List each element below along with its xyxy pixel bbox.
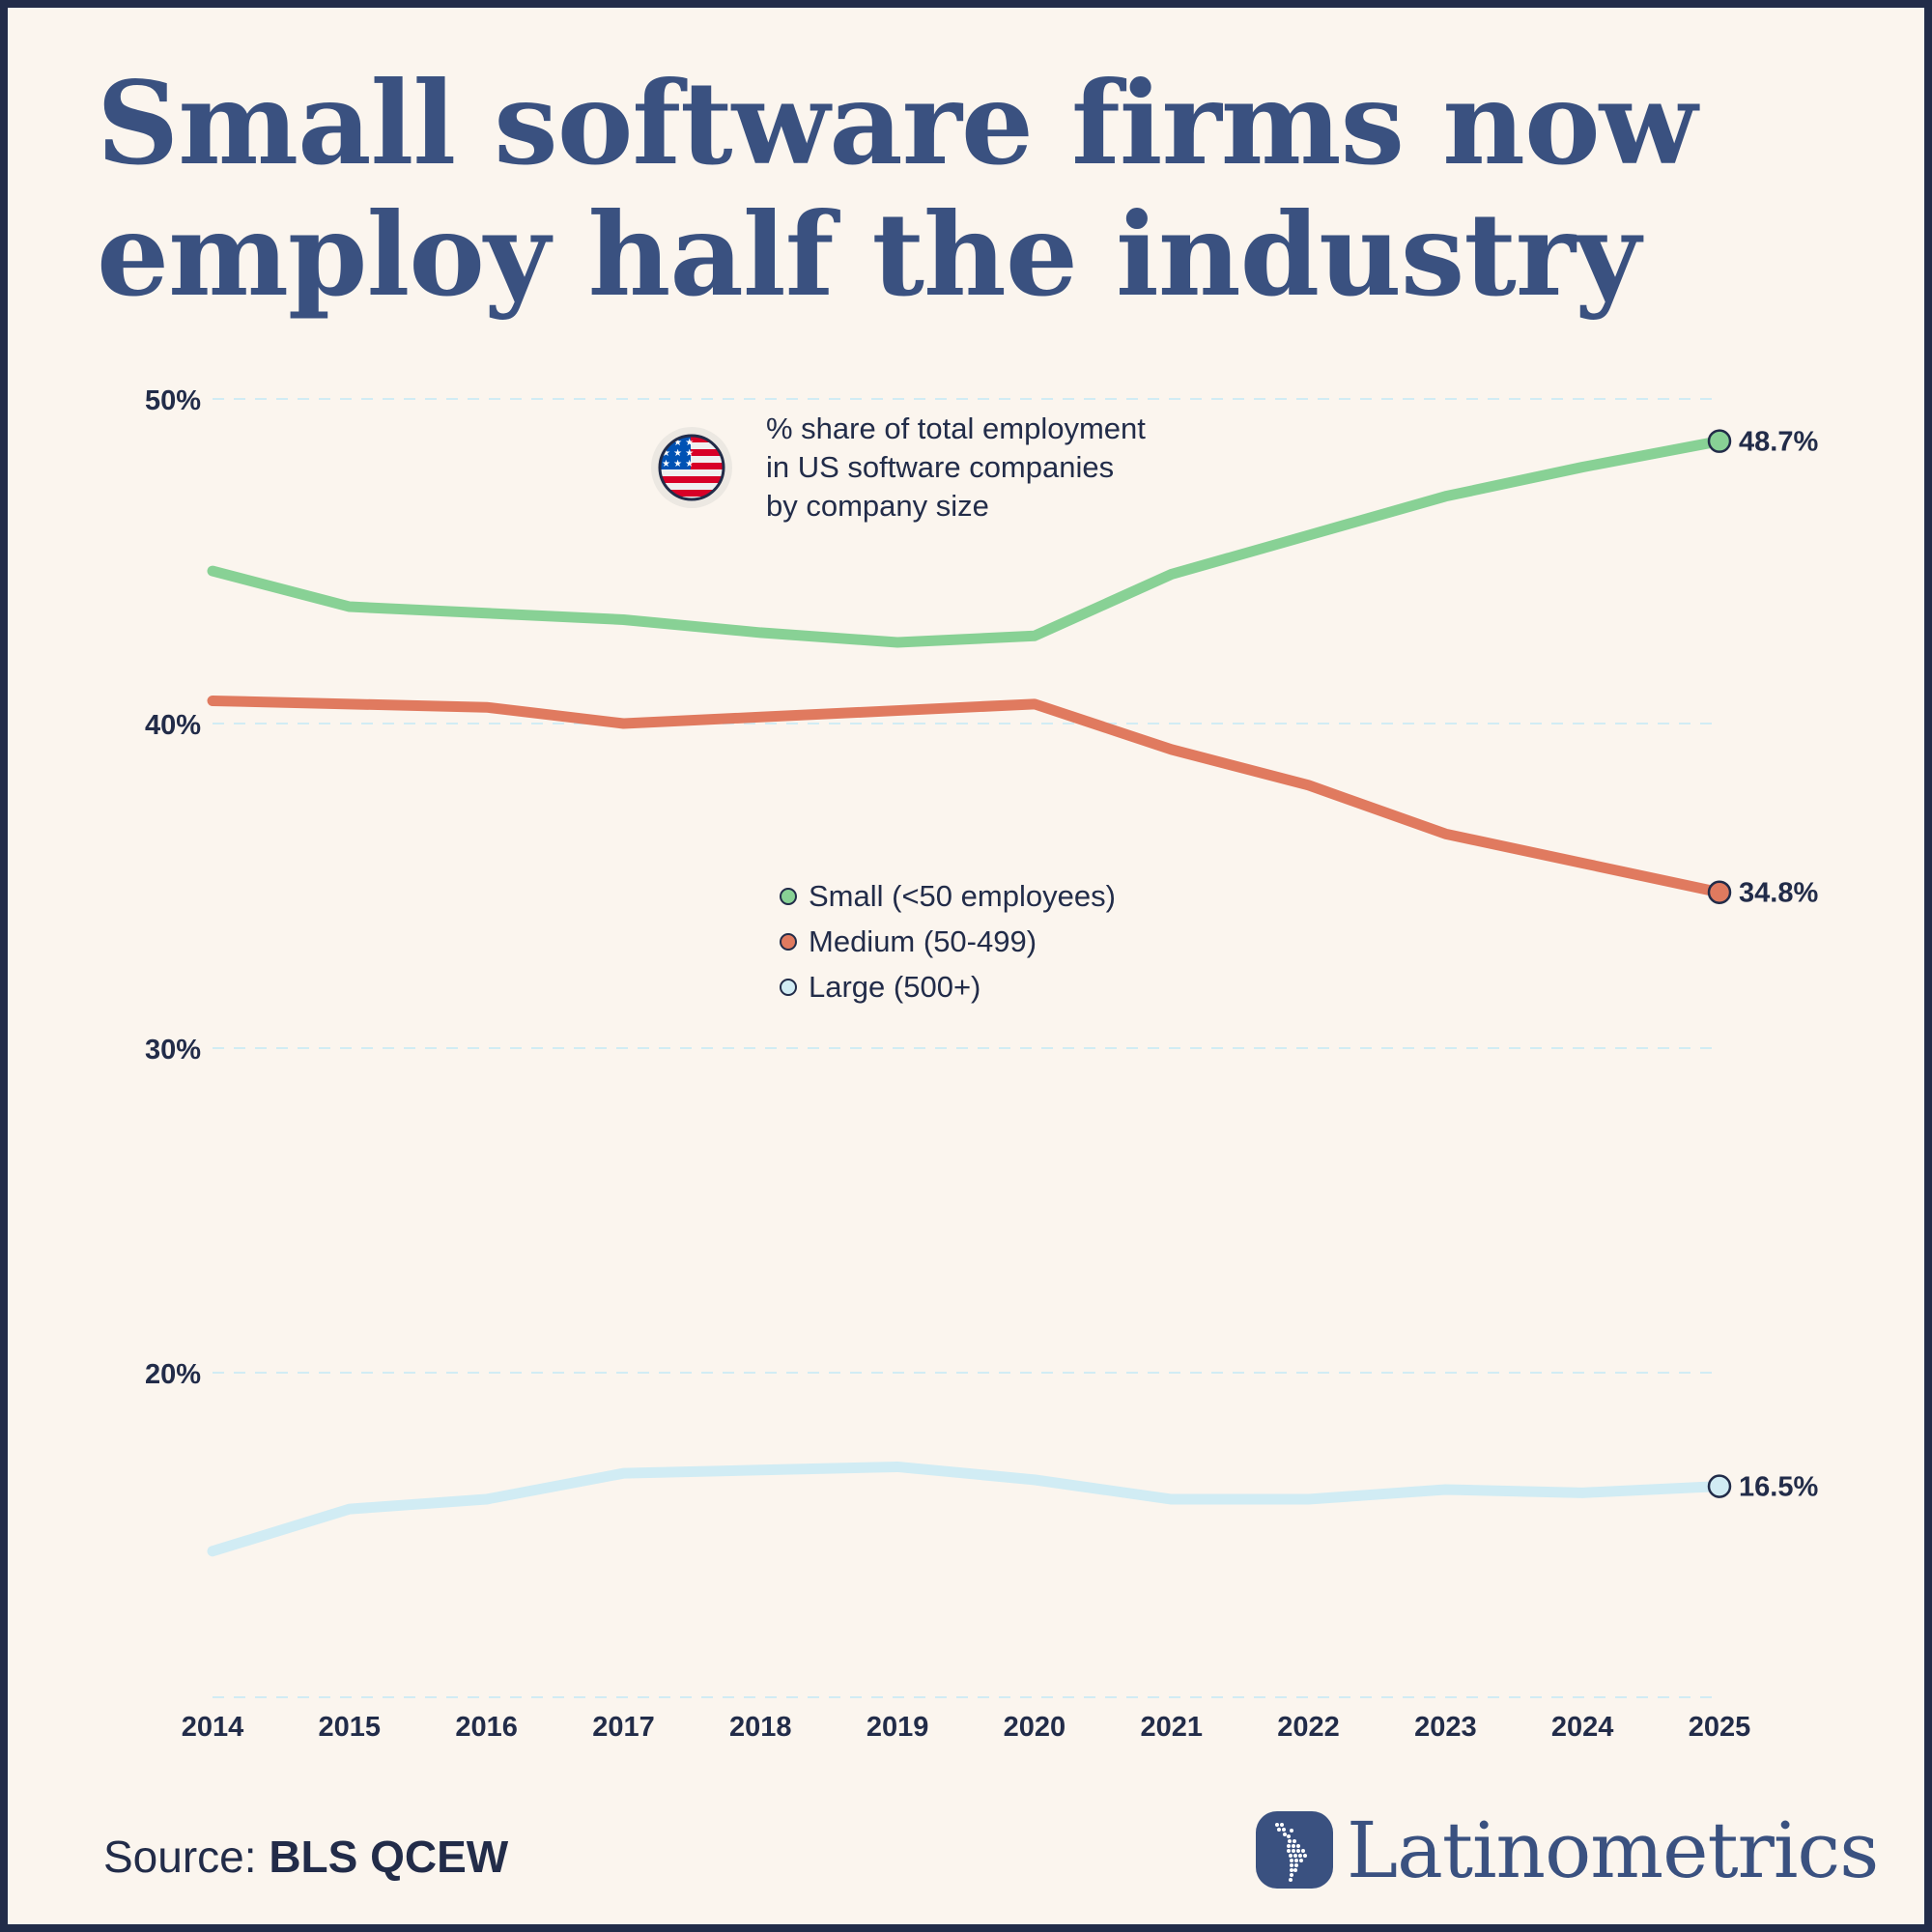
legend-item-small: Small (<50 employees) [780,873,1116,919]
title-line-1: Small software firms now [97,56,1697,190]
source-label: Source: [103,1832,257,1882]
x-tick-label: 2024 [1551,1712,1614,1743]
svg-text:★ ★ ★: ★ ★ ★ [662,459,694,469]
source-note: Source: BLS QCEW [103,1831,508,1883]
legend-label-large: Large (500+) [809,969,981,1004]
legend-label-medium: Medium (50-499) [809,923,1037,958]
end-point-medium [1707,880,1732,904]
svg-text:★ ★ ★: ★ ★ ★ [662,448,694,459]
y-tick-label: 20% [145,1359,201,1390]
legend-dot-large-icon [780,978,797,996]
y-tick-label: 50% [145,385,201,416]
legend-item-medium: Medium (50-499) [780,919,1116,964]
title-line-2: employ half the industry [97,187,1641,322]
series-line-large [207,1461,1725,1557]
x-tick-label: 2016 [455,1712,518,1743]
legend-item-large: Large (500+) [780,964,1116,1009]
end-label-large: 16.5% [1739,1472,1818,1503]
source-value: BLS QCEW [269,1832,509,1882]
x-tick-label: 2017 [592,1712,655,1743]
svg-text:★ ★ ★: ★ ★ ★ [662,438,694,448]
end-label-medium: 34.8% [1739,878,1818,909]
end-point-small [1707,429,1732,453]
x-tick-label: 2020 [1004,1712,1066,1743]
legend-dot-small-icon [780,887,797,905]
subtitle-line-3: by company size [766,489,989,523]
us-flag-icon: ★ ★ ★ ★ ★ ★ ★ ★ ★ [651,427,732,508]
end-point-large [1707,1474,1732,1498]
gridlines [213,398,1719,1698]
x-tick-label: 2015 [319,1712,382,1743]
chart-legend: Small (<50 employees) Medium (50-499) La… [780,873,1116,1009]
x-tick-label: 2023 [1414,1712,1477,1743]
series-line-medium [207,695,1725,898]
subtitle-line-1: % share of total employment [766,412,1146,445]
latin-america-map-icon [1256,1811,1333,1889]
infographic-frame [8,8,1924,1924]
brand-logo: Latinometrics [1256,1804,1879,1895]
series-lines [207,436,1725,1557]
x-tick-label: 2022 [1277,1712,1340,1743]
y-tick-label: 40% [145,710,201,741]
chart-subtitle: % share of total employment in US softwa… [766,410,1146,526]
legend-label-small: Small (<50 employees) [809,878,1116,913]
x-tick-label: 2021 [1140,1712,1203,1743]
subtitle-line-2: in US software companies [766,450,1115,484]
x-tick-label: 2019 [867,1712,929,1743]
brand-name: Latinometrics [1347,1804,1879,1895]
y-tick-label: 30% [145,1035,201,1065]
y-axis-ticks: 50% 40% 30% 20% [145,385,201,1390]
legend-dot-medium-icon [780,932,797,951]
series-endpoints: 48.7% 34.8% 16.5% [1707,427,1818,1503]
x-tick-label: 2018 [729,1712,792,1743]
series-line-small [207,436,1725,648]
end-label-small: 48.7% [1739,427,1818,458]
x-tick-label: 2025 [1689,1712,1751,1743]
x-axis-ticks: 2014 2015 2016 2017 2018 2019 2020 2021 2022 2023… [182,1712,1751,1743]
x-tick-label: 2014 [182,1712,244,1743]
page-title: Small software firms now employ half the… [97,58,1739,321]
